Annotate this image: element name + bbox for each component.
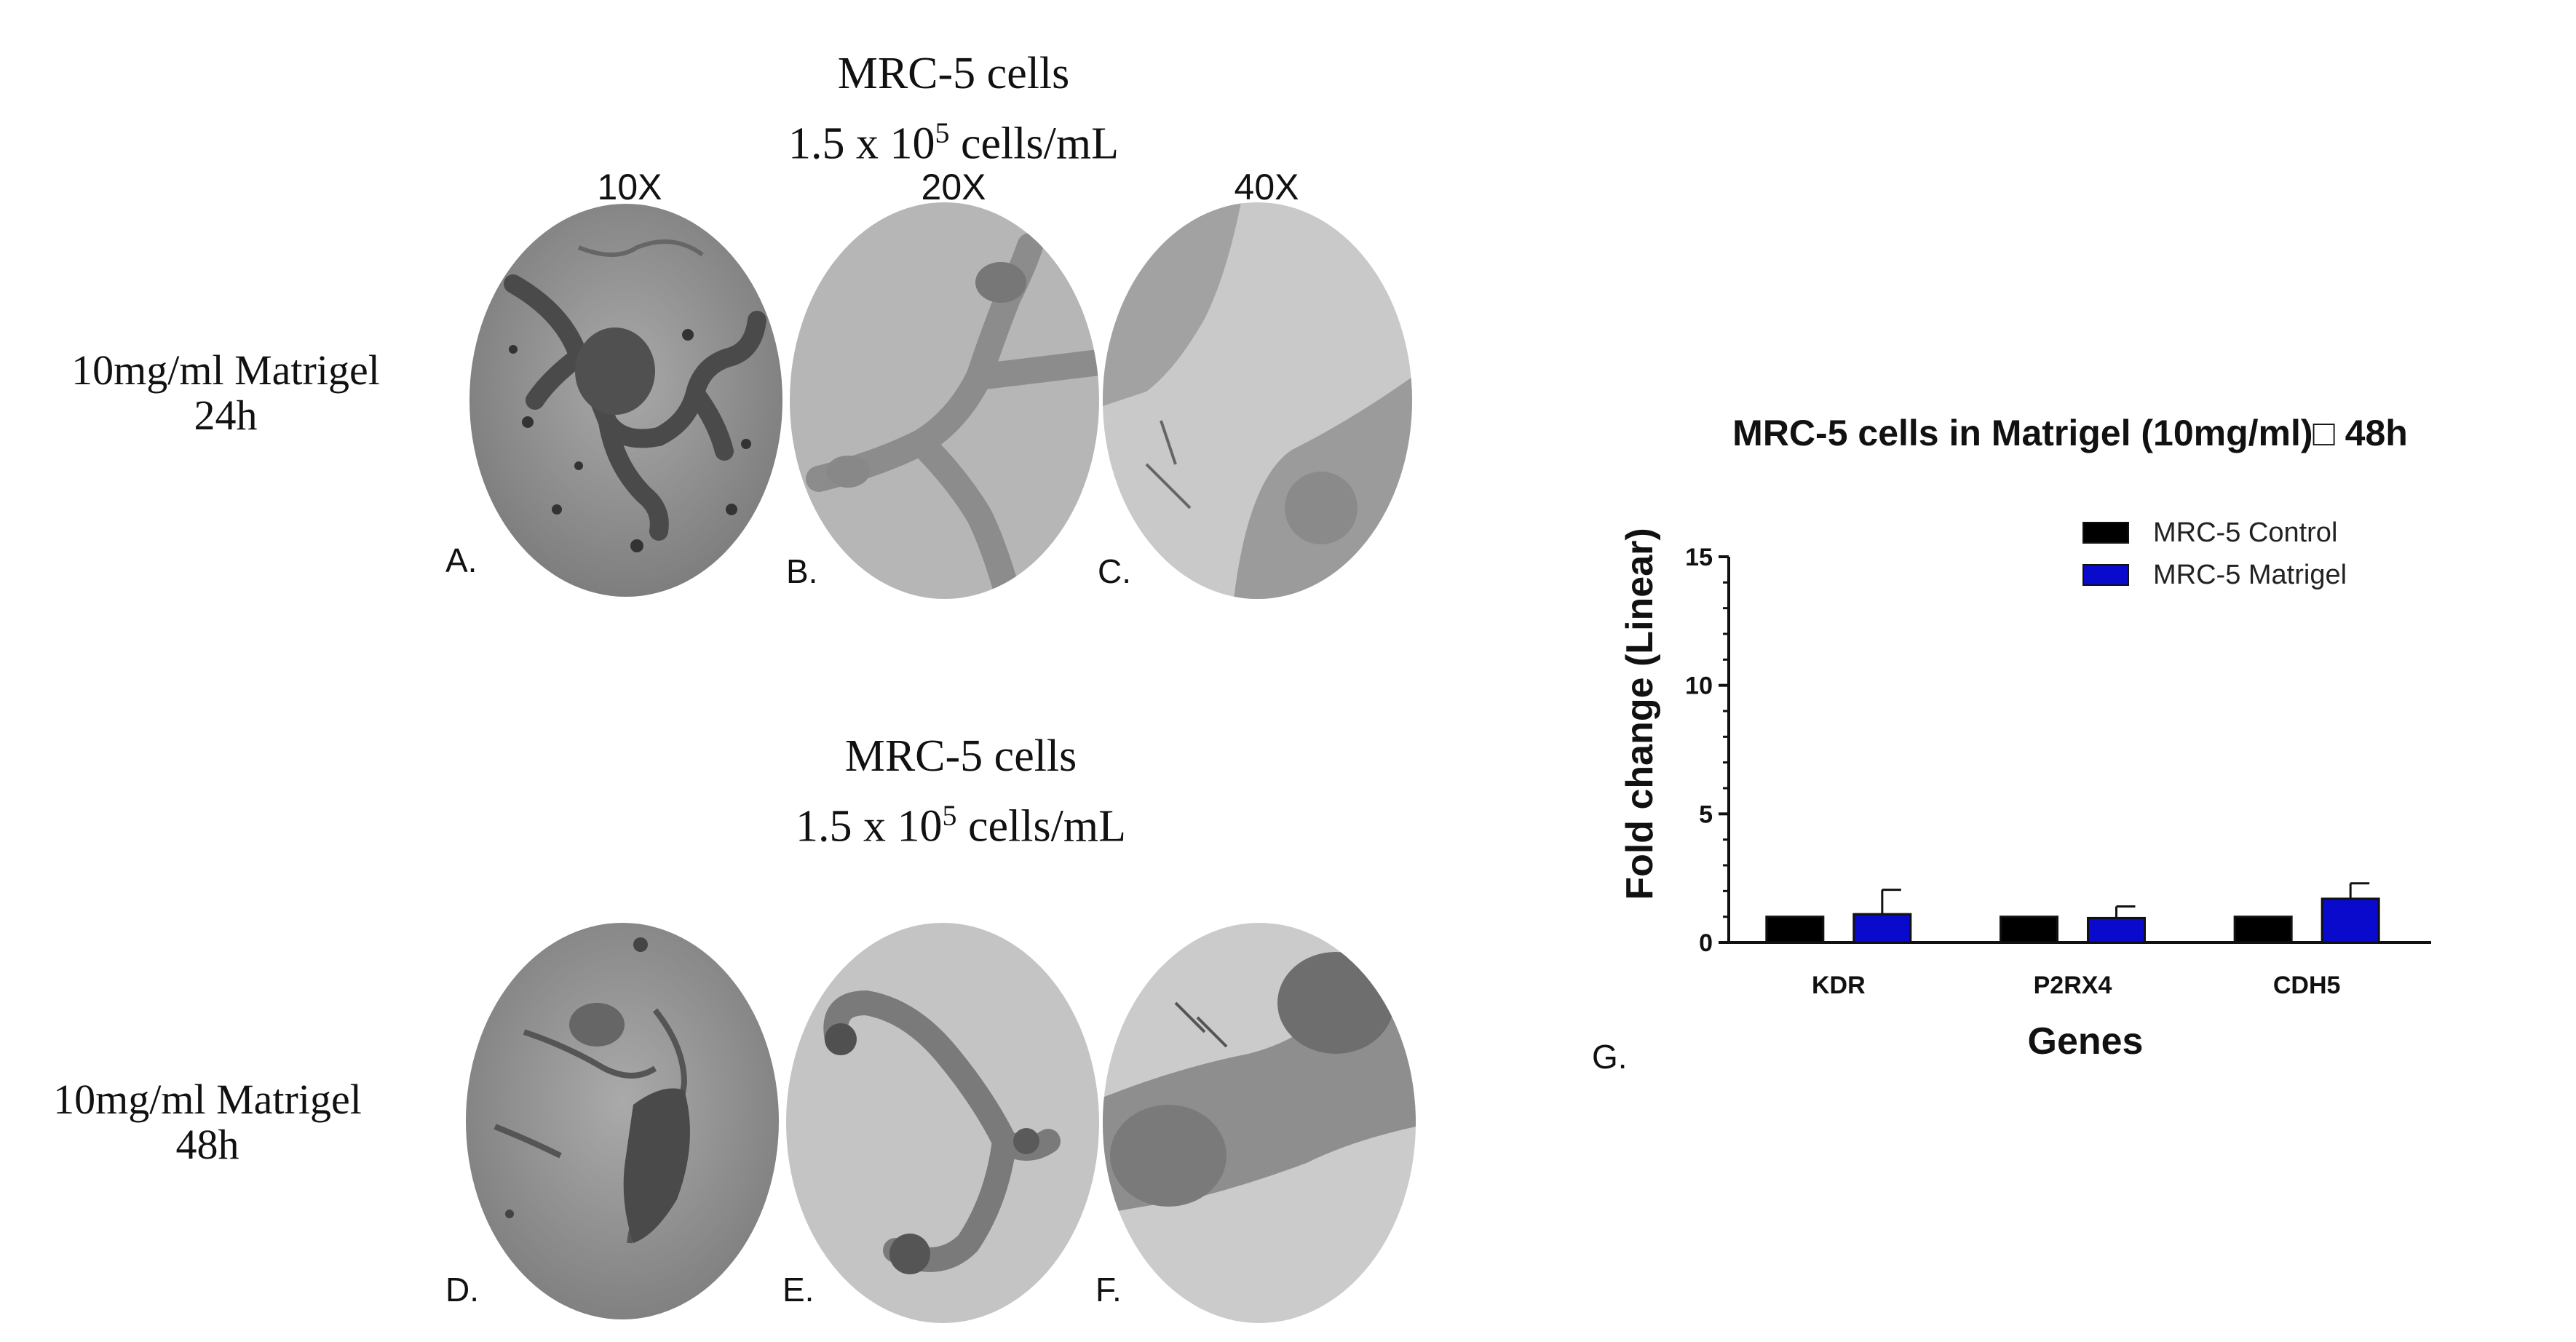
micrograph-a [469,204,782,597]
micrograph-d [466,923,779,1319]
chart-plot-area: 0 5 10 15 KDR P2RX4 CDH5 MRC-5 Control MRC-5 Mat… [1685,517,2431,999]
y-tick-label: 15 [1685,544,1713,571]
legend-label-control: MRC-5 Control [2153,517,2337,548]
top-row-label-line2: 24h [194,392,258,439]
y-tick-label: 0 [1699,929,1713,957]
micrograph-e [786,923,1099,1323]
top-row-label-line1: 10mg/ml Matrigel [71,346,380,394]
magnification-40x-label: 40X [1234,167,1299,207]
legend-label-matrigel: MRC-5 Matrigel [2153,560,2347,590]
top-title-line2: 1.5 x 105 cells/mL [788,116,1119,169]
panel-label-f: F. [1095,1271,1122,1309]
bottom-title: MRC-5 cells 1.5 x 105 cells/mL [699,726,1223,857]
bar-kdr-matrigel [1852,913,1912,944]
bottom-row-label-line2: 48h [175,1121,239,1168]
bottom-title-line2: 1.5 x 105 cells/mL [796,799,1126,851]
top-title: MRC-5 cells 1.5 x 105 cells/mL [691,44,1216,174]
micrograph-b [790,202,1099,599]
x-tick-label: KDR [1812,972,1866,999]
top-title-line1: MRC-5 cells [837,49,1070,98]
bottom-row-label: 10mg/ml Matrigel 48h [4,1077,411,1167]
micrograph-f [1103,923,1416,1323]
panel-label-g: G. [1592,1038,1628,1076]
panel-label-c: C. [1098,552,1131,590]
legend-swatch-matrigel [2082,564,2129,586]
x-tick-label: CDH5 [2273,972,2341,999]
magnification-10x-label: 10X [597,167,662,207]
y-tick-label: 5 [1699,801,1713,828]
bar-cdh5-matrigel [2321,897,2380,944]
bottom-row-label-line1: 10mg/ml Matrigel [53,1076,362,1123]
bottom-title-line1: MRC-5 cells [844,731,1077,781]
top-row-label: 10mg/ml Matrigel 24h [22,348,429,438]
y-tick-label: 10 [1685,672,1713,700]
x-tick-label: P2RX4 [2034,972,2112,999]
micrograph-c [1103,202,1412,599]
panel-label-b: B. [786,552,818,590]
panel-label-e: E. [782,1271,815,1309]
chart-title: MRC-5 cells in Matrigel (10mg/ml)□ 48h [1732,413,2408,453]
panel-label-d: D. [445,1271,479,1309]
bar-p2rx4-control [2000,916,2058,944]
bar-kdr-control [1765,916,1825,944]
bar-cdh5-control [2233,916,2293,944]
magnification-20x-label: 20X [921,167,986,207]
legend-swatch-control [2082,522,2129,544]
bar-p2rx4-matrigel [2087,916,2146,944]
y-axis-title: Fold change (Linear) [1619,528,1661,900]
panel-label-a: A. [445,541,477,579]
x-axis-title: Genes [2028,1020,2144,1063]
bar-chart: MRC-5 cells in Matrigel (10mg/ml)□ 48h 0… [1619,413,2431,1063]
